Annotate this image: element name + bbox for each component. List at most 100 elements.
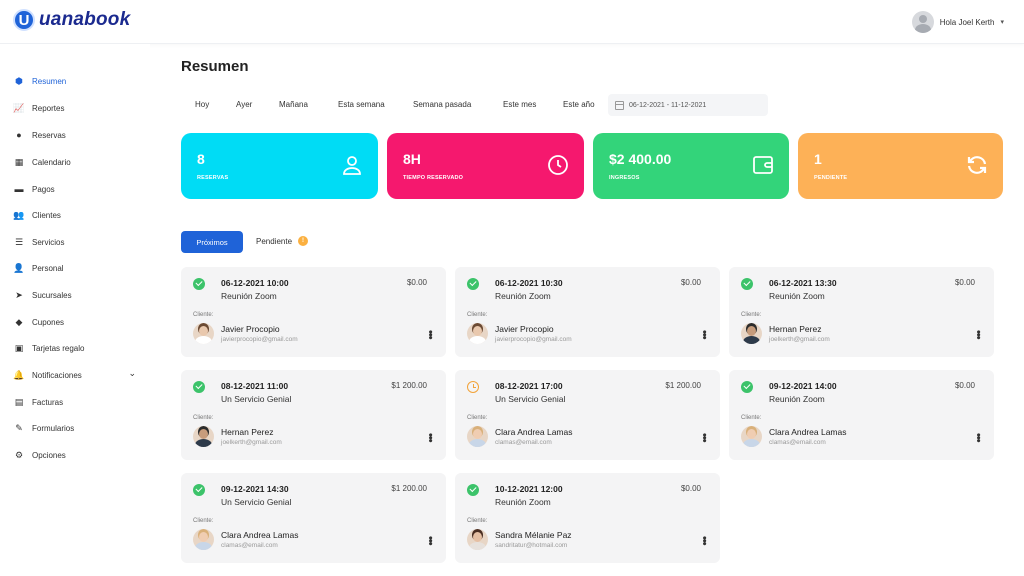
stat-card-ingresos[interactable]: $2 400.00 INGRESOS xyxy=(593,133,789,199)
stat-value: 8 xyxy=(197,151,205,167)
invoice-icon: ▤ xyxy=(14,396,24,407)
appointment-price: $0.00 xyxy=(680,278,701,287)
more-options-icon[interactable]: ••• xyxy=(698,433,710,442)
sidebar-item-pagos[interactable]: ▬ Pagos xyxy=(14,182,136,196)
appointment-service: Reunión Zoom xyxy=(769,394,825,404)
client-label: Cliente: xyxy=(193,415,214,421)
gear-icon: ⚙ xyxy=(14,449,24,460)
client-label: Cliente: xyxy=(467,312,488,318)
appointment-price: $0.00 xyxy=(954,278,975,287)
client-email: clamas@email.com xyxy=(495,439,552,446)
filter-hoy[interactable]: Hoy xyxy=(195,100,210,109)
tab-proximos[interactable]: Próximos xyxy=(181,231,243,253)
sidebar-item-calendario[interactable]: ▦ Calendario xyxy=(14,155,136,169)
sidebar-item-notificaciones[interactable]: 🔔 Notificaciones ⌄ xyxy=(13,368,136,382)
filter-semana-pasada[interactable]: Semana pasada xyxy=(413,100,472,109)
client-email: joelkerth@gmail.com xyxy=(221,439,282,446)
check-circle-icon xyxy=(467,278,479,290)
client-email: javierprocopio@gmail.com xyxy=(495,336,572,343)
tab-pendiente-label: Pendiente xyxy=(256,236,293,246)
sidebar-item-cupones[interactable]: ◆ Cupones xyxy=(14,315,136,329)
user-menu[interactable]: Hola Joel Kerth ▾ xyxy=(911,11,1004,33)
client-email: clamas@email.com xyxy=(769,439,826,446)
chart-line-icon: 📈 xyxy=(13,102,25,113)
sidebar-item-personal[interactable]: 👤 Personal xyxy=(13,261,136,275)
appointment-service: Un Servicio Genial xyxy=(495,394,566,404)
wallet-outline-icon xyxy=(751,153,775,177)
filter-mañana[interactable]: Mañana xyxy=(279,100,308,109)
more-options-icon[interactable]: ••• xyxy=(972,330,984,339)
gift-icon: ▣ xyxy=(14,342,24,353)
filter-esta-semana[interactable]: Esta semana xyxy=(338,100,385,109)
sidebar-item-label: Opciones xyxy=(32,450,66,460)
check-circle-icon xyxy=(467,484,479,496)
appointment-datetime: 06-12-2021 13:30 xyxy=(769,278,837,288)
sidebar-item-opciones[interactable]: ⚙ Opciones xyxy=(14,448,136,462)
sidebar-item-resumen[interactable]: ⬢ Resumen xyxy=(14,74,136,88)
sidebar-item-reportes[interactable]: 📈 Reportes xyxy=(13,101,136,115)
cube-icon: ⬢ xyxy=(15,75,23,86)
more-options-icon[interactable]: ••• xyxy=(698,330,710,339)
sidebar: ⬢ Resumen 📈 Reportes ● Reservas ▦ Calendario ▬ Pa… xyxy=(0,44,150,576)
avatar xyxy=(467,426,488,447)
more-options-icon[interactable]: ••• xyxy=(424,433,436,442)
sidebar-item-formularios[interactable]: ✎ Formularios xyxy=(14,421,136,435)
more-options-icon[interactable]: ••• xyxy=(424,536,436,545)
check-circle-icon xyxy=(193,381,205,393)
sidebar-item-label: Pagos xyxy=(32,184,55,194)
user-greeting: Hola Joel Kerth xyxy=(939,17,995,27)
appointment-datetime: 09-12-2021 14:30 xyxy=(221,484,289,494)
sidebar-item-facturas[interactable]: ▤ Facturas xyxy=(14,395,136,409)
appointment-datetime: 10-12-2021 12:00 xyxy=(495,484,563,494)
check-circle-icon xyxy=(193,484,205,496)
stat-card-pendiente[interactable]: 1 PENDIENTE xyxy=(798,133,1003,199)
filter-este-mes[interactable]: Este mes xyxy=(503,100,537,109)
appointment-price: $0.00 xyxy=(406,278,427,287)
client-name: Javier Procopio xyxy=(495,324,554,334)
appointment-card[interactable]: 09-12-2021 14:00 Reunión Zoom $0.00 Cliente… xyxy=(729,370,994,460)
date-range-picker[interactable]: 06-12-2021 - 11-12-2021 xyxy=(608,94,768,116)
appointment-card[interactable]: 06-12-2021 13:30 Reunión Zoom $0.00 Cliente… xyxy=(729,267,994,357)
chevron-down-icon[interactable]: ⌄ xyxy=(128,368,136,378)
appointment-card[interactable]: 09-12-2021 14:30 Un Servicio Genial $1 200… xyxy=(181,473,446,563)
stat-card-tiempo-reservado[interactable]: 8H TIEMPO RESERVADO xyxy=(387,133,584,199)
sidebar-item-label: Reservas xyxy=(32,130,66,140)
tab-pendiente[interactable]: Pendiente ! xyxy=(256,236,309,246)
appointment-card[interactable]: 06-12-2021 10:00 Reunión Zoom $0.00 Cliente… xyxy=(181,267,446,357)
more-options-icon[interactable]: ••• xyxy=(698,536,710,545)
filter-este-año[interactable]: Este año xyxy=(563,100,595,109)
avatar xyxy=(911,11,934,33)
sidebar-item-label: Tarjetas regalo xyxy=(32,343,85,353)
top-bar: U uanabook Hola Joel Kerth ▾ xyxy=(0,0,1024,44)
appointment-card[interactable]: 06-12-2021 10:30 Reunión Zoom $0.00 Cliente… xyxy=(455,267,720,357)
avatar xyxy=(193,426,214,447)
stat-label: INGRESOS xyxy=(609,175,640,181)
sidebar-item-label: Sucursales xyxy=(32,290,72,300)
avatar xyxy=(741,426,762,447)
client-name: Clara Andrea Lamas xyxy=(769,427,847,437)
appointment-card[interactable]: 08-12-2021 11:00 Un Servicio Genial $1 200… xyxy=(181,370,446,460)
sidebar-item-label: Personal xyxy=(32,263,64,273)
more-options-icon[interactable]: ••• xyxy=(972,433,984,442)
appointment-datetime: 09-12-2021 14:00 xyxy=(769,381,837,391)
stat-label: RESERVAS xyxy=(197,175,229,181)
logo-text: uanabook xyxy=(39,9,131,30)
clock-icon: ● xyxy=(16,130,22,140)
sidebar-item-label: Calendario xyxy=(32,157,71,167)
appointment-price: $1 200.00 xyxy=(391,484,427,493)
sidebar-item-servicios[interactable]: ☰ Servicios xyxy=(14,235,136,249)
sidebar-item-reservas[interactable]: ● Reservas xyxy=(14,128,136,142)
appointment-datetime: 06-12-2021 10:00 xyxy=(221,278,289,288)
more-options-icon[interactable]: ••• xyxy=(424,330,436,339)
client-name: Clara Andrea Lamas xyxy=(495,427,573,437)
sidebar-item-clientes[interactable]: 👥 Clientes xyxy=(13,208,136,222)
appointment-card[interactable]: 10-12-2021 12:00 Reunión Zoom $0.00 Cliente… xyxy=(455,473,720,563)
appointment-card[interactable]: 08-12-2021 17:00 Un Servicio Genial $1 200… xyxy=(455,370,720,460)
date-range-value: 06-12-2021 - 11-12-2021 xyxy=(629,101,707,109)
logo[interactable]: U uanabook xyxy=(13,9,130,31)
stat-card-reservas[interactable]: 8 RESERVAS xyxy=(181,133,378,199)
sidebar-item-tarjetas-regalo[interactable]: ▣ Tarjetas regalo xyxy=(14,341,136,355)
filter-ayer[interactable]: Ayer xyxy=(236,100,253,109)
sidebar-item-sucursales[interactable]: ➤ Sucursales xyxy=(14,288,136,302)
client-email: clamas@email.com xyxy=(221,542,278,549)
